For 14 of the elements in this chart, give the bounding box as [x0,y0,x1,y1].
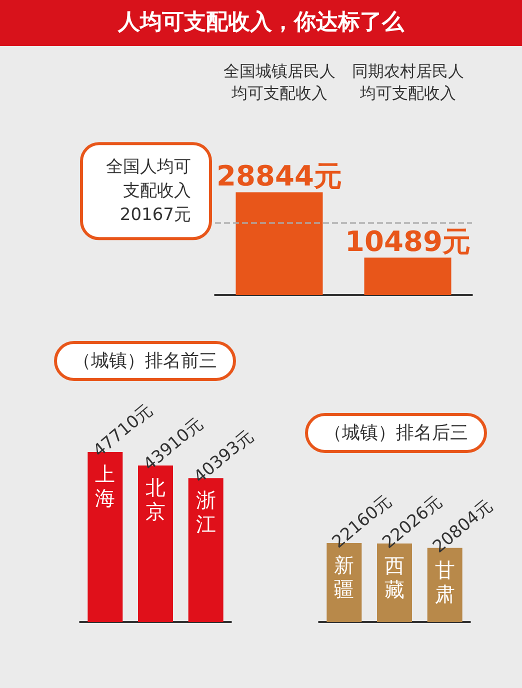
chart-title: 人均可支配收入，你达标了么 [0,0,522,46]
x-tick-label: 甘肃 [434,558,455,606]
x-tick-label: 北京 [146,476,166,524]
x-tick-label: 上海 [95,462,116,510]
x-tick-label: 浙江 [196,488,216,536]
x-tick-label: 新疆 [334,553,354,602]
data-label: 10489元 [345,225,470,258]
x-tick-label: 西藏 [384,554,404,602]
x-tick-label: 全国城镇居民人均可支配收入 [223,62,336,102]
chart-title: （城镇）排名后三 [324,422,468,444]
x-tick-label: 同期农村居民人均可支配收入 [352,62,464,102]
data-label: 28844元 [216,160,342,193]
ref-line-label: 全国人均可支配收入20167元 [106,157,191,226]
chart-title: （城镇）排名前三 [73,350,217,372]
